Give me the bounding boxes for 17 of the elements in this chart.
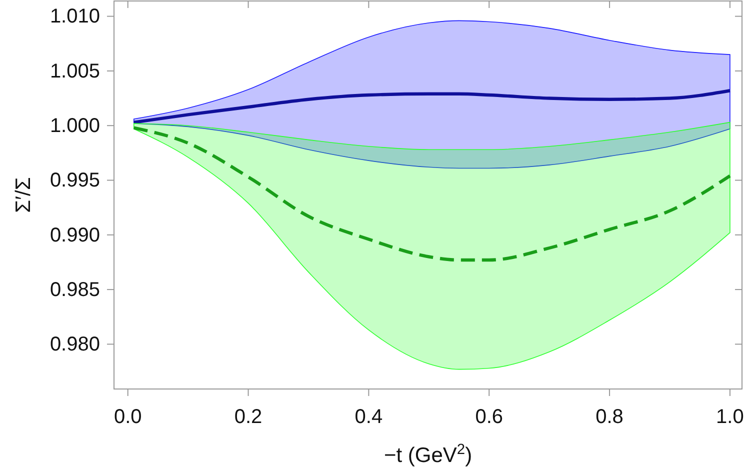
y-tick-label: 0.985 <box>50 278 100 301</box>
y-tick-label: 1.010 <box>50 6 100 28</box>
y-tick-label: 0.990 <box>50 224 100 246</box>
y-axis-title: Σ′/Σ <box>12 177 35 213</box>
x-tick-label: 1.0 <box>716 406 744 428</box>
line-series <box>132 126 732 262</box>
x-tick-label: 0.6 <box>475 406 504 428</box>
x-tick-label: 0.4 <box>354 406 383 428</box>
line-series <box>132 89 732 124</box>
x-axis-title: −t (GeV$^{2}$) <box>384 442 472 467</box>
y-tick-label: 1.000 <box>50 114 100 137</box>
x-tick-label: 0.2 <box>234 406 262 428</box>
x-tick-label: 0.0 <box>114 406 142 428</box>
y-tick-label: 0.980 <box>50 334 100 356</box>
x-tick-label: 0.8 <box>596 406 624 428</box>
y-tick-label: 0.995 <box>50 170 100 192</box>
y-tick-label: 1.005 <box>50 60 100 82</box>
